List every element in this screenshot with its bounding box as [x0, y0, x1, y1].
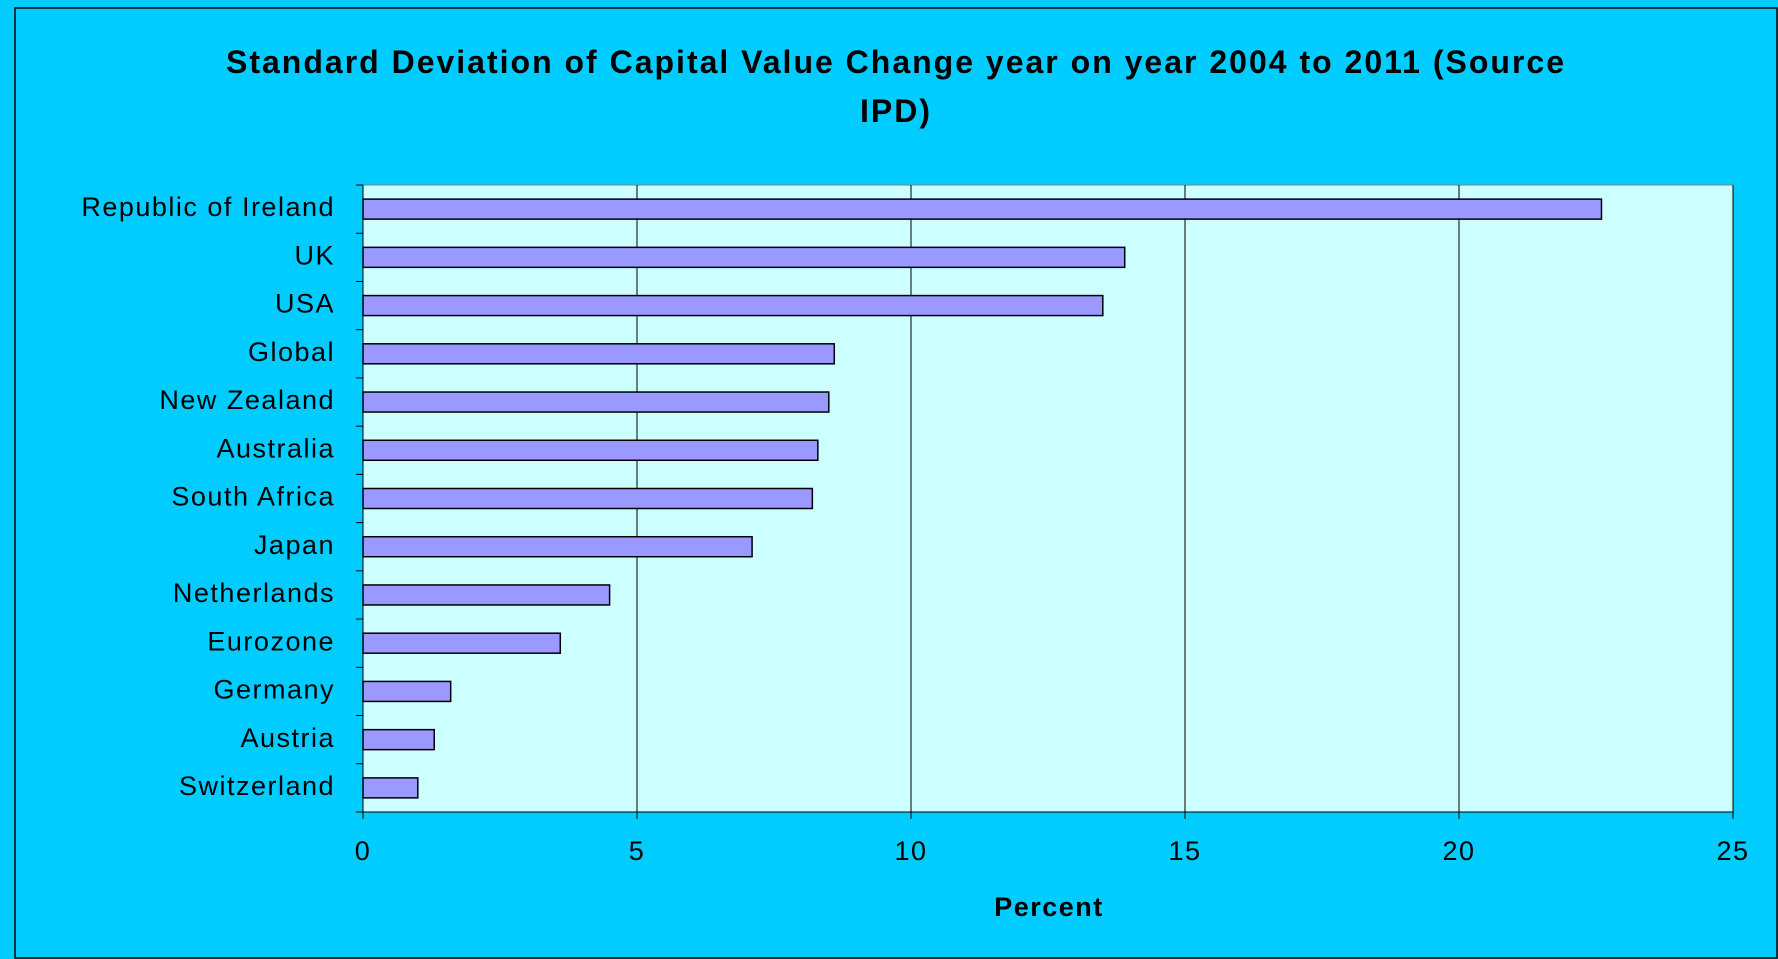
y-tick-label: Global: [248, 337, 335, 367]
bar: [362, 535, 753, 558]
x-tick-label: 0: [355, 836, 372, 866]
chart-title: Standard Deviation of Capital Value Chan…: [226, 44, 1566, 129]
bar: [362, 680, 452, 703]
x-tick-label: 25: [1716, 836, 1749, 866]
bar: [362, 198, 1603, 220]
y-tick-label: Republic of Ireland: [81, 192, 335, 222]
x-axis-label: Percent: [994, 892, 1104, 922]
bar: [362, 343, 836, 365]
bar: [362, 439, 819, 462]
y-tick-label: Japan: [254, 530, 335, 560]
x-tick-label: 20: [1442, 836, 1475, 866]
y-tick-label: New Zealand: [159, 385, 335, 415]
x-tick-label: 10: [894, 836, 927, 866]
bar: [362, 632, 562, 654]
y-tick-label: UK: [294, 240, 335, 270]
bar: [362, 584, 611, 606]
bar: [362, 487, 814, 510]
bar: [362, 777, 419, 799]
chart-border: [14, 7, 1778, 959]
bar: [362, 391, 830, 413]
y-tick-label: Switzerland: [179, 771, 335, 801]
bar: [362, 728, 435, 751]
y-tick-label: Australia: [216, 433, 335, 463]
bar: [362, 246, 1126, 269]
x-tick-label: 5: [629, 836, 646, 866]
y-tick-label: Germany: [213, 675, 335, 705]
y-tick-label: Austria: [240, 723, 335, 753]
y-tick-label: Netherlands: [173, 578, 335, 608]
bar: [362, 294, 1104, 317]
y-tick-label: USA: [275, 289, 335, 319]
y-tick-label: South Africa: [171, 482, 335, 512]
x-tick-label: 15: [1168, 836, 1201, 866]
y-tick-label: Eurozone: [207, 626, 335, 656]
